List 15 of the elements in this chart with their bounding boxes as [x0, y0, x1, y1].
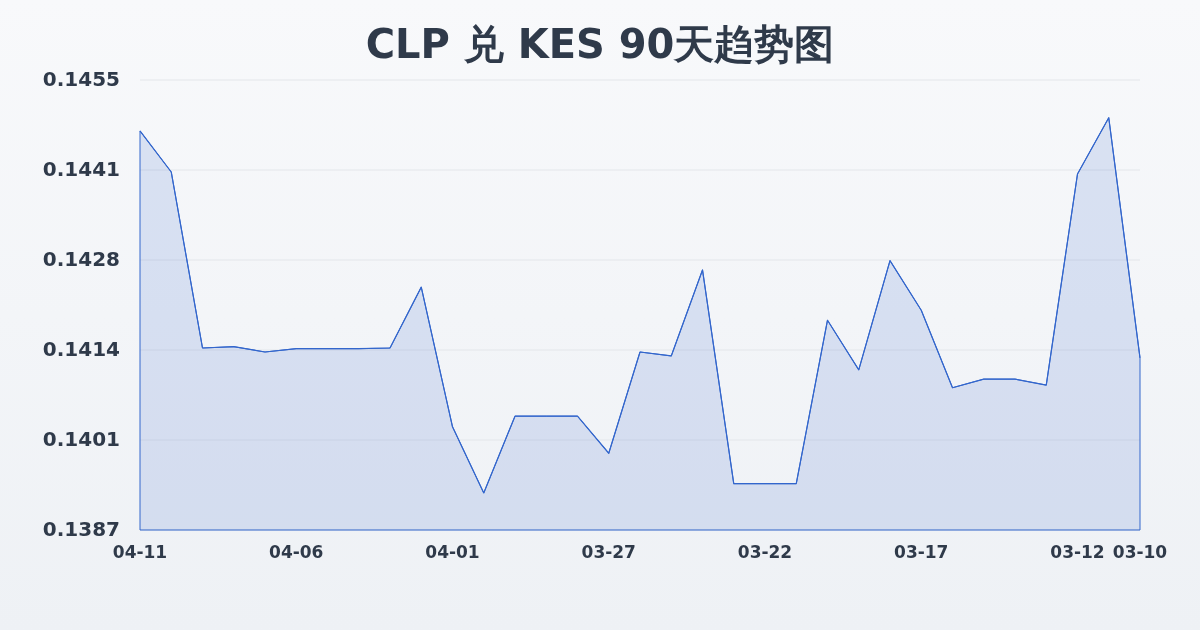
x-tick-label: 03-12 [1050, 542, 1105, 562]
y-tick-label: 0.1387 [42, 516, 120, 541]
y-tick-label: 0.1414 [42, 336, 120, 361]
y-tick-label: 0.1428 [42, 246, 120, 271]
chart-title: CLP 兑 KES 90天趋势图 [365, 21, 835, 67]
y-tick-label: 0.1401 [42, 426, 120, 451]
y-tick-label: 0.1455 [42, 66, 120, 91]
x-tick-label: 03-22 [737, 542, 793, 562]
x-tick-label: 04-06 [269, 542, 324, 562]
y-tick-label: 0.1441 [42, 156, 120, 181]
x-tick-label: 03-27 [581, 542, 636, 562]
x-tick-label: 04-01 [425, 542, 480, 562]
x-tick-label: 03-10 [1112, 542, 1168, 562]
x-tick-label: 04-11 [112, 542, 168, 562]
x-tick-label: 03-17 [894, 542, 949, 562]
